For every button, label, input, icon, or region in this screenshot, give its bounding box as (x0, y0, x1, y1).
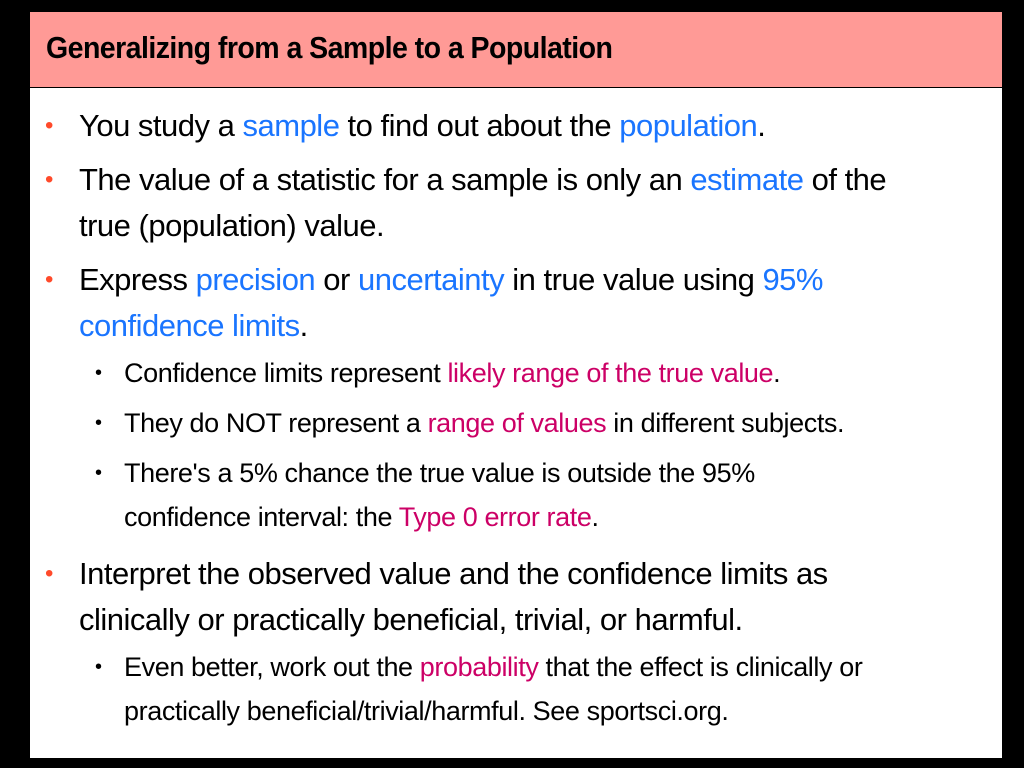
slide-title: Generalizing from a Sample to a Populati… (46, 30, 613, 65)
text: . (757, 108, 766, 143)
text: of the (803, 162, 887, 197)
text: that the effect is clinically or (538, 652, 863, 682)
bullet-sample-population: • You study a sample to find out about t… (45, 103, 979, 149)
highlight-term: 95% (762, 262, 823, 297)
bullet-line: Confidence limits represent likely range… (124, 351, 994, 395)
highlight-term: sample (242, 108, 340, 143)
bullet-dot-icon: • (45, 166, 53, 193)
text: confidence interval: the (124, 502, 399, 532)
highlight-term: Type 0 error rate (398, 502, 592, 532)
bullet-dot-icon: • (95, 462, 102, 484)
slide: Generalizing from a Sample to a Populati… (30, 12, 1002, 758)
text: They do NOT represent a (124, 408, 428, 438)
bullet-line: clinically or practically beneficial, tr… (79, 602, 743, 637)
bullet-estimate: • The value of a statistic for a sample … (45, 157, 979, 249)
highlight-term: probability (419, 652, 539, 682)
bullet-line: confidence interval: the Type 0 error ra… (124, 495, 994, 539)
highlight-term: precision (195, 262, 316, 297)
bullet-line: Express precision or uncertainty in true… (79, 257, 979, 303)
title-bar: Generalizing from a Sample to a Populati… (30, 12, 1002, 88)
sub-bullet-not-range: • They do NOT represent a range of value… (95, 401, 994, 445)
highlight-term: estimate (690, 162, 804, 197)
sub-bullet-type0-error: • There's a 5% chance the true value is … (95, 451, 994, 539)
text: . (591, 502, 599, 532)
text: to find out about the (339, 108, 620, 143)
highlight-term: likely range of the true value (447, 358, 774, 388)
sub-bullet-probability: • Even better, work out the probability … (95, 645, 994, 733)
bullet-dot-icon: • (45, 560, 53, 587)
bullet-line: true (population) value. (79, 208, 385, 243)
bullet-precision: • Express precision or uncertainty in tr… (45, 257, 979, 349)
text: Express (79, 262, 196, 297)
text: The value of a statistic for a sample is… (79, 162, 691, 197)
bullet-line: There's a 5% chance the true value is ou… (124, 458, 755, 488)
bullet-line: They do NOT represent a range of values … (124, 401, 994, 445)
highlight-term: uncertainty (357, 262, 505, 297)
bullet-dot-icon: • (95, 412, 102, 434)
sub-bullet-likely-range: • Confidence limits represent likely ran… (95, 351, 994, 395)
slide-body: • You study a sample to find out about t… (30, 103, 1002, 739)
bullet-dot-icon: • (95, 362, 102, 384)
bullet-line: confidence limits. (79, 303, 979, 349)
highlight-term: range of values (427, 408, 607, 438)
bullet-line: practically beneficial/trivial/harmful. … (124, 696, 729, 726)
bullet-dot-icon: • (45, 112, 53, 139)
bullet-line: Interpret the observed value and the con… (79, 556, 828, 591)
bullet-dot-icon: • (95, 656, 102, 678)
bullet-dot-icon: • (45, 266, 53, 293)
bullet-interpret: • Interpret the observed value and the c… (45, 551, 979, 643)
text: in true value using (504, 262, 763, 297)
text: in different subjects. (606, 408, 845, 438)
highlight-term: population (619, 108, 758, 143)
text: . (299, 308, 309, 343)
bullet-line: Even better, work out the probability th… (124, 645, 994, 689)
text: or (315, 262, 358, 297)
text: You study a (79, 108, 243, 143)
text: Even better, work out the (124, 652, 420, 682)
text: Confidence limits represent (124, 358, 448, 388)
bullet-line: The value of a statistic for a sample is… (79, 157, 979, 203)
highlight-term: confidence limits (79, 308, 300, 343)
bullet-line: You study a sample to find out about the… (79, 103, 979, 149)
text: . (773, 358, 781, 388)
